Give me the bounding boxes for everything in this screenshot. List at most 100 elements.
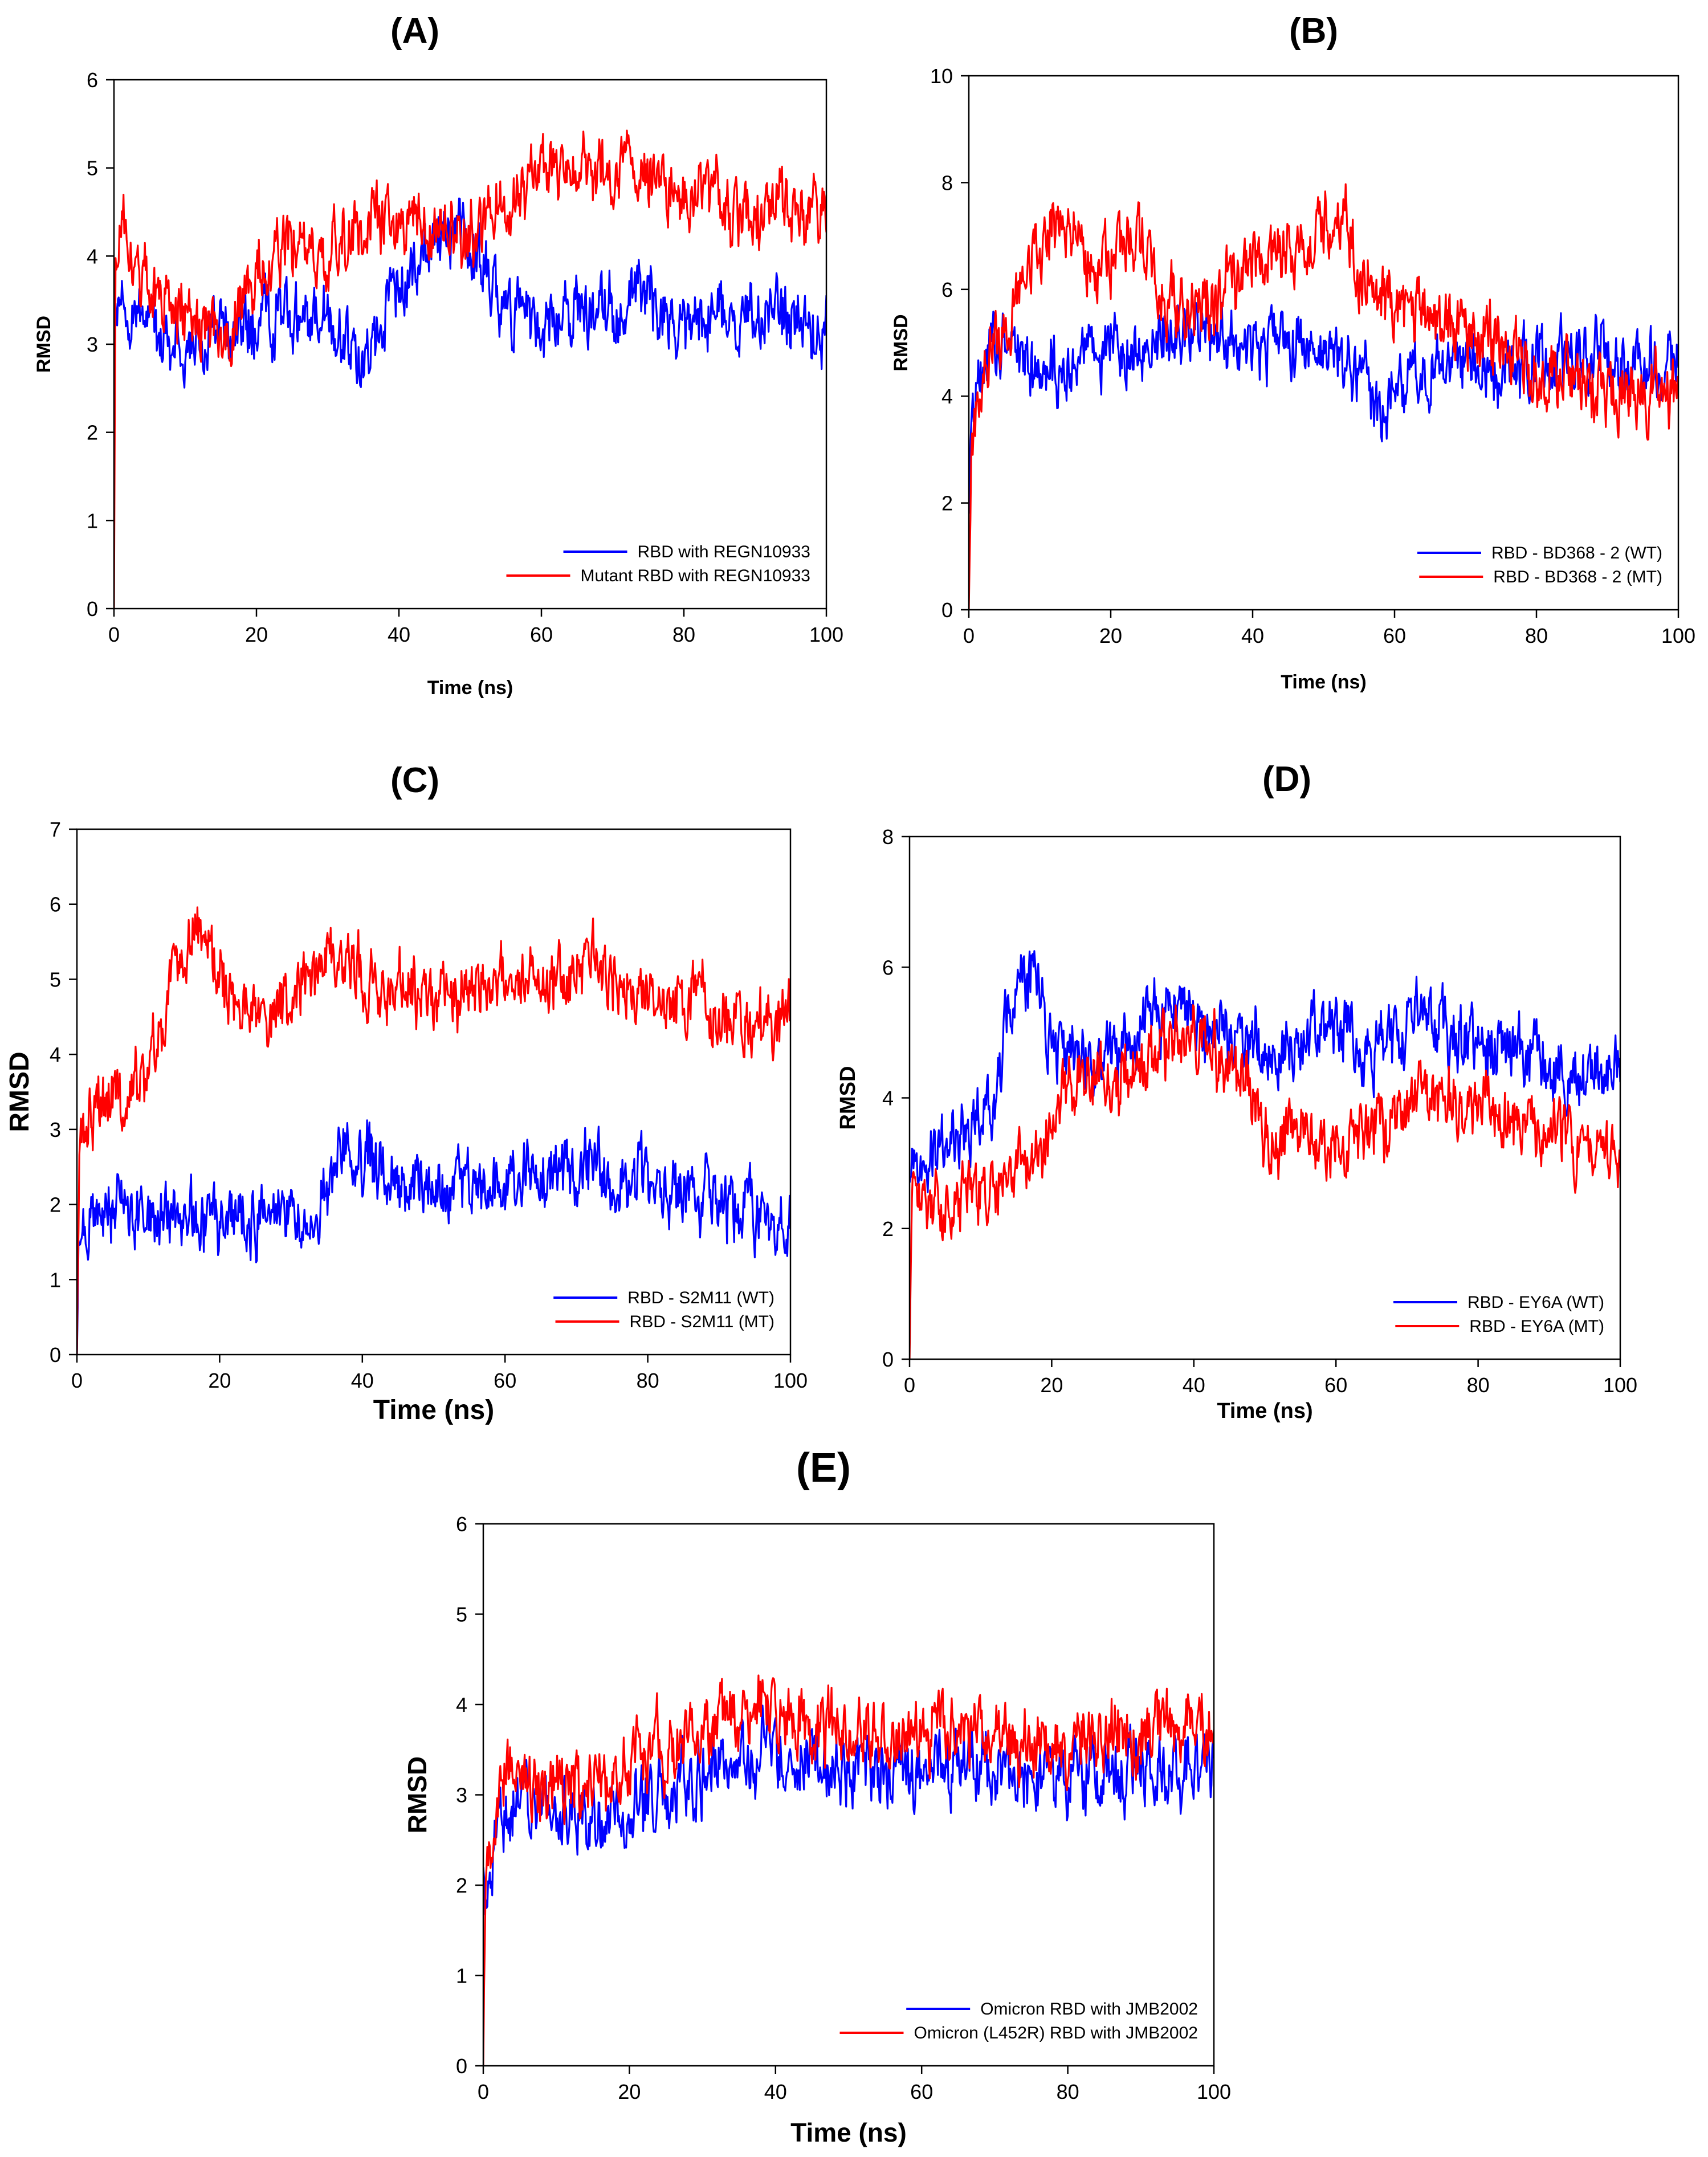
y-tick-label: 6 <box>456 1512 467 1536</box>
x-tick-label: 80 <box>1467 1373 1490 1397</box>
x-axis-label: Time (ns) <box>1217 1399 1312 1423</box>
legend-label: RBD - S2M11 (WT) <box>627 1289 774 1307</box>
x-tick-label: 60 <box>910 2080 933 2103</box>
y-tick-label: 3 <box>456 1784 467 1807</box>
x-tick-label: 80 <box>637 1369 659 1392</box>
x-tick-label: 40 <box>1183 1373 1205 1397</box>
y-tick-label: 3 <box>87 333 98 356</box>
y-axis-label: RMSD <box>5 1051 35 1132</box>
x-tick-label: 40 <box>1241 624 1264 647</box>
panel-d: (D) 0 20 40 60 80 100 0 2 4 6 8 Time (ns) RMSD RBD - E… <box>836 760 1637 1423</box>
x-tick-label: 20 <box>245 623 268 646</box>
series-line-wt <box>969 301 1678 514</box>
series-line-mt <box>483 1674 1214 2066</box>
x-tick-label: 20 <box>208 1369 231 1392</box>
series-line-mt <box>969 183 1678 610</box>
panel-title: (C) <box>390 761 439 800</box>
panel-title: (E) <box>796 1445 851 1491</box>
legend-label: RBD - BD368 - 2 (WT) <box>1491 544 1662 562</box>
series-line-mt <box>910 1004 1620 1359</box>
panel-title: (B) <box>1289 11 1338 51</box>
x-tick-label: 100 <box>809 623 843 646</box>
x-tick-label: 40 <box>764 2080 787 2103</box>
x-tick-label: 100 <box>773 1369 808 1392</box>
y-tick-label: 0 <box>456 2054 467 2078</box>
x-tick-label: 20 <box>618 2080 641 2103</box>
y-tick-label: 5 <box>456 1603 467 1626</box>
x-tick-label: 60 <box>494 1369 516 1392</box>
y-tick-label: 2 <box>87 421 98 445</box>
y-tick-label: 2 <box>50 1193 61 1217</box>
y-tick-label: 4 <box>456 1693 467 1716</box>
x-tick-label: 100 <box>1603 1373 1637 1397</box>
x-tick-label: 20 <box>1099 624 1122 647</box>
y-tick-label: 6 <box>87 68 98 92</box>
y-tick-label: 6 <box>941 278 953 301</box>
y-tick-label: 5 <box>87 157 98 180</box>
x-tick-label: 20 <box>1040 1373 1063 1397</box>
legend-label: RBD with REGN10933 <box>638 543 810 561</box>
legend-label: RBD - EY6A (MT) <box>1469 1317 1604 1336</box>
panel-title: (D) <box>1262 760 1311 799</box>
x-tick-label: 60 <box>1383 624 1406 647</box>
x-tick-label: 60 <box>1324 1373 1347 1397</box>
panel-e: (E) 0 20 40 60 80 100 0 1 2 3 4 5 6 Time (ns) RMSD Omicr… <box>402 1445 1231 2147</box>
y-tick-label: 0 <box>882 1348 894 1371</box>
y-tick-label: 10 <box>930 64 953 88</box>
x-tick-label: 0 <box>108 623 120 646</box>
y-tick-label: 2 <box>882 1217 894 1241</box>
series-line-wt <box>77 1119 790 1355</box>
x-tick-label: 40 <box>388 623 410 646</box>
y-tick-label: 1 <box>50 1268 61 1291</box>
y-tick-label: 4 <box>882 1087 894 1110</box>
plot-frame <box>76 828 792 1356</box>
x-tick-label: 0 <box>904 1373 915 1397</box>
series-line-wt <box>910 950 1620 1193</box>
panel-a: (A) 0 20 40 60 80 100 0 1 2 3 4 5 6 Time (ns) RMSD RBD w… <box>33 11 843 699</box>
x-tick-label: 100 <box>1661 624 1695 647</box>
x-tick-label: 80 <box>672 623 695 646</box>
y-tick-label: 0 <box>941 598 953 622</box>
legend-label: RBD - S2M11 (MT) <box>630 1312 774 1331</box>
legend-label: RBD - BD368 - 2 (MT) <box>1493 568 1662 586</box>
y-tick-label: 4 <box>941 385 953 408</box>
x-tick-label: 80 <box>1057 2080 1079 2103</box>
y-tick-label: 1 <box>87 509 98 532</box>
y-tick-label: 2 <box>941 492 953 515</box>
x-axis-label: Time (ns) <box>427 677 513 699</box>
x-tick-label: 40 <box>351 1369 374 1392</box>
x-axis-label: Time (ns) <box>373 1395 494 1425</box>
x-axis-label: Time (ns) <box>790 2118 907 2147</box>
y-tick-label: 4 <box>87 244 98 268</box>
y-axis-label: RMSD <box>836 1066 860 1130</box>
y-tick-label: 8 <box>941 171 953 194</box>
y-axis-label: RMSD <box>33 316 55 373</box>
legend-label: RBD - EY6A (WT) <box>1468 1293 1604 1312</box>
panel-b: (B) 0 20 40 60 80 100 0 2 4 6 8 10 Time (ns) RMSD RBD -… <box>890 11 1695 693</box>
legend-label: Omicron RBD with JMB2002 <box>980 2000 1198 2019</box>
x-tick-label: 0 <box>71 1369 83 1392</box>
x-tick-label: 0 <box>963 624 975 647</box>
x-tick-label: 0 <box>478 2080 489 2103</box>
x-tick-label: 60 <box>530 623 553 646</box>
legend-label: Mutant RBD with REGN10933 <box>580 566 810 585</box>
y-tick-label: 7 <box>50 818 61 841</box>
y-tick-label: 5 <box>50 968 61 991</box>
y-tick-label: 6 <box>50 893 61 916</box>
y-tick-label: 4 <box>50 1043 61 1066</box>
y-tick-label: 8 <box>882 825 894 849</box>
plot-frame <box>908 835 1621 1360</box>
plot-frame <box>968 75 1680 611</box>
panel-title: (A) <box>390 11 439 51</box>
x-axis-label: Time (ns) <box>1281 671 1367 693</box>
y-axis-label: RMSD <box>402 1756 432 1833</box>
legend-label: Omicron (L452R) RBD with JMB2002 <box>914 2024 1198 2042</box>
y-tick-label: 0 <box>87 597 98 621</box>
y-tick-label: 1 <box>456 1964 467 1988</box>
y-tick-label: 3 <box>50 1118 61 1141</box>
y-axis-label: RMSD <box>890 314 912 371</box>
y-tick-label: 6 <box>882 956 894 979</box>
x-tick-label: 100 <box>1197 2080 1231 2103</box>
series-line-mt <box>77 906 790 1355</box>
